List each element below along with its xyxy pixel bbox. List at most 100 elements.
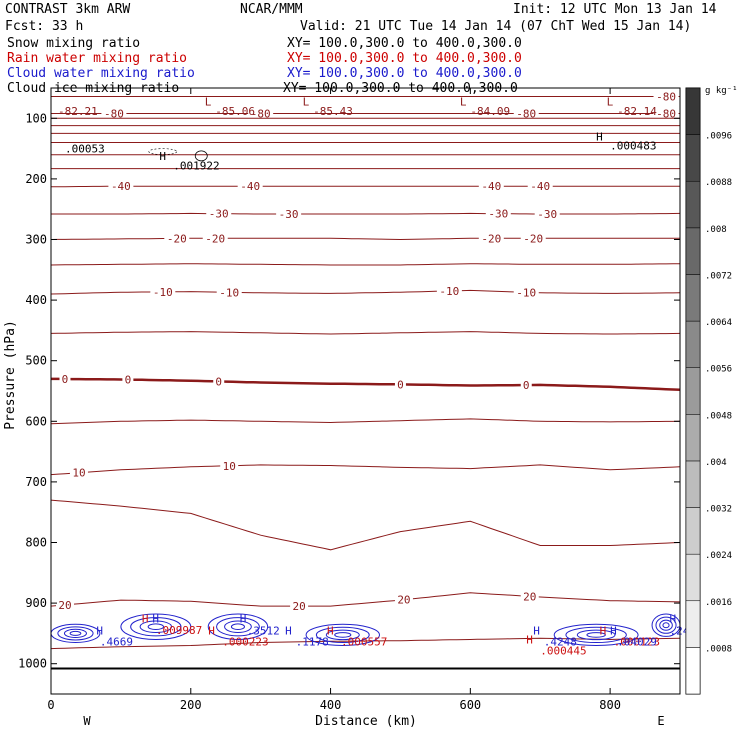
rain-extreme-label: H	[600, 624, 607, 637]
temperature-contour	[50, 331, 681, 335]
snow-extreme-label: .001922	[173, 160, 219, 173]
y-tick-label: 400	[25, 293, 47, 307]
rain-extreme-label: H	[142, 612, 149, 625]
contour-label: -20	[481, 232, 501, 245]
cloudwater-contour	[147, 623, 165, 631]
y-tick-label: 200	[25, 172, 47, 186]
contour-label-bg	[276, 208, 302, 221]
contour-label: -80	[656, 90, 676, 103]
contour-label: -10	[153, 286, 173, 299]
cloudwater-contour	[224, 620, 252, 633]
y-tick-label: 700	[25, 475, 47, 489]
temperature-contour	[50, 464, 681, 476]
temperature-extreme-label: -82.14	[617, 105, 657, 118]
temperature-contour	[50, 592, 681, 607]
contour-label: -80	[656, 107, 676, 120]
contour-label: 10	[223, 460, 236, 473]
colorbar-tick-label: .0072	[705, 271, 732, 281]
contour-label: -20	[167, 232, 187, 245]
x-tick-label: 400	[320, 698, 342, 712]
cloudwater-extreme-label: H	[96, 624, 103, 637]
colorbar-layer: .0008 .0016 .0024 .0032 .004 .0048 .0056 .0064.…	[685, 87, 732, 695]
contour-label-bg	[520, 379, 532, 392]
contour-label: -30	[537, 208, 557, 221]
x-tick-label: 200	[180, 698, 202, 712]
cloudwater-contour	[662, 622, 670, 629]
x-tick-label: 800	[599, 698, 621, 712]
cloudwater-contour	[659, 619, 673, 631]
contour-label: 20	[523, 590, 536, 603]
contour-label-bg	[202, 232, 228, 245]
x-axis-title: Distance (km)	[315, 714, 417, 729]
legend-name-rain: Rain water mixing ratio	[7, 51, 188, 66]
x-tick-label: 600	[459, 698, 481, 712]
contour-label: 0	[397, 378, 404, 391]
contour-label-bg	[534, 208, 560, 221]
y-tick-label: 900	[25, 596, 47, 610]
cloudwater-contour	[576, 629, 616, 641]
contour-label: -40	[530, 180, 550, 193]
cloudwater-contour	[130, 617, 182, 637]
colorbar-unit: g kg⁻¹	[705, 86, 738, 96]
colorbar-box	[685, 367, 701, 415]
colorbar-box	[685, 274, 701, 322]
contour-label: 20	[292, 600, 305, 613]
snow-contour	[194, 150, 208, 162]
colorbar-box	[685, 180, 701, 229]
colorbar-tick-label: .0008	[705, 644, 732, 654]
east-label: E	[657, 714, 664, 728]
contour-label-bg	[248, 107, 274, 120]
contour-label: -30	[209, 208, 229, 221]
forecast-hour: Fcst: 33 h	[5, 19, 84, 34]
init-time: Init: 12 UTC Mon 13 Jan 14	[513, 2, 717, 17]
contour-label-bg	[520, 590, 539, 603]
temperature-contour	[51, 212, 681, 215]
contour-label-bg	[520, 232, 546, 245]
colorbar-tick-label: .0032	[705, 505, 732, 515]
cloudwater-contour	[120, 613, 192, 640]
cloudwater-contour	[230, 623, 245, 631]
colorbar-tick-label: .0048	[705, 411, 732, 421]
legend-xy-cloudwater: XY= 100.0,300.0 to 400.0,300.0	[287, 66, 522, 81]
cloudwater-contour	[334, 632, 352, 638]
snow-extreme-label: H	[159, 150, 166, 163]
contour-label: -20	[523, 232, 543, 245]
temperature-extreme-label: -84.09	[470, 105, 510, 118]
legend-xy-rain: XY= 100.0,300.0 to 400.0,300.0	[287, 51, 522, 66]
colorbar-tick-label: .0088	[705, 178, 732, 188]
snow-contour	[148, 148, 178, 155]
rain-extreme-label: .000557	[341, 635, 387, 648]
legend-name-snow: Snow mixing ratio	[7, 36, 141, 51]
cloudwater-extreme-label: .3512	[247, 624, 280, 637]
contour-label: 20	[58, 599, 71, 612]
y-tick-label: 100	[25, 111, 47, 125]
plot-layer: -80 -80 -80 -80 -80 -40 -40 -40 -40 -30 -30 -30 -30 -…	[50, 90, 696, 670]
colorbar-box	[685, 87, 701, 135]
contour-label-bg	[394, 593, 413, 606]
contour-label: -30	[488, 208, 508, 221]
cloudwater-contour	[207, 613, 269, 640]
contour-label-bg	[220, 459, 239, 472]
contour-label: -10	[439, 285, 459, 298]
colorbar-tick-label: .0056	[705, 365, 732, 375]
contour-label-bg	[478, 180, 504, 193]
temperature-contour	[50, 499, 681, 551]
legend-name-cloudwater: Cloud water mixing ratio	[7, 66, 195, 81]
contour-label-bg	[513, 286, 539, 299]
cloudwater-contour	[139, 620, 173, 633]
colorbar-box	[685, 414, 701, 462]
model-title: CONTRAST 3km ARW	[5, 2, 131, 17]
cloudwater-contour	[216, 617, 260, 637]
contour-label-bg	[122, 373, 134, 386]
colorbar-tick-label: .0024	[705, 551, 732, 561]
cloudwater-extreme-label: .4669	[100, 635, 133, 648]
contour-label-bg	[55, 598, 74, 611]
west-label: W	[83, 714, 91, 728]
contour-label-bg	[59, 373, 71, 386]
contour-label: -80	[104, 107, 124, 120]
temperature-extreme-label: L	[460, 95, 467, 108]
temperature-contour	[51, 377, 681, 392]
temperature-contour	[50, 237, 680, 241]
colorbar-box	[685, 460, 701, 508]
colorbar-box	[685, 600, 701, 648]
